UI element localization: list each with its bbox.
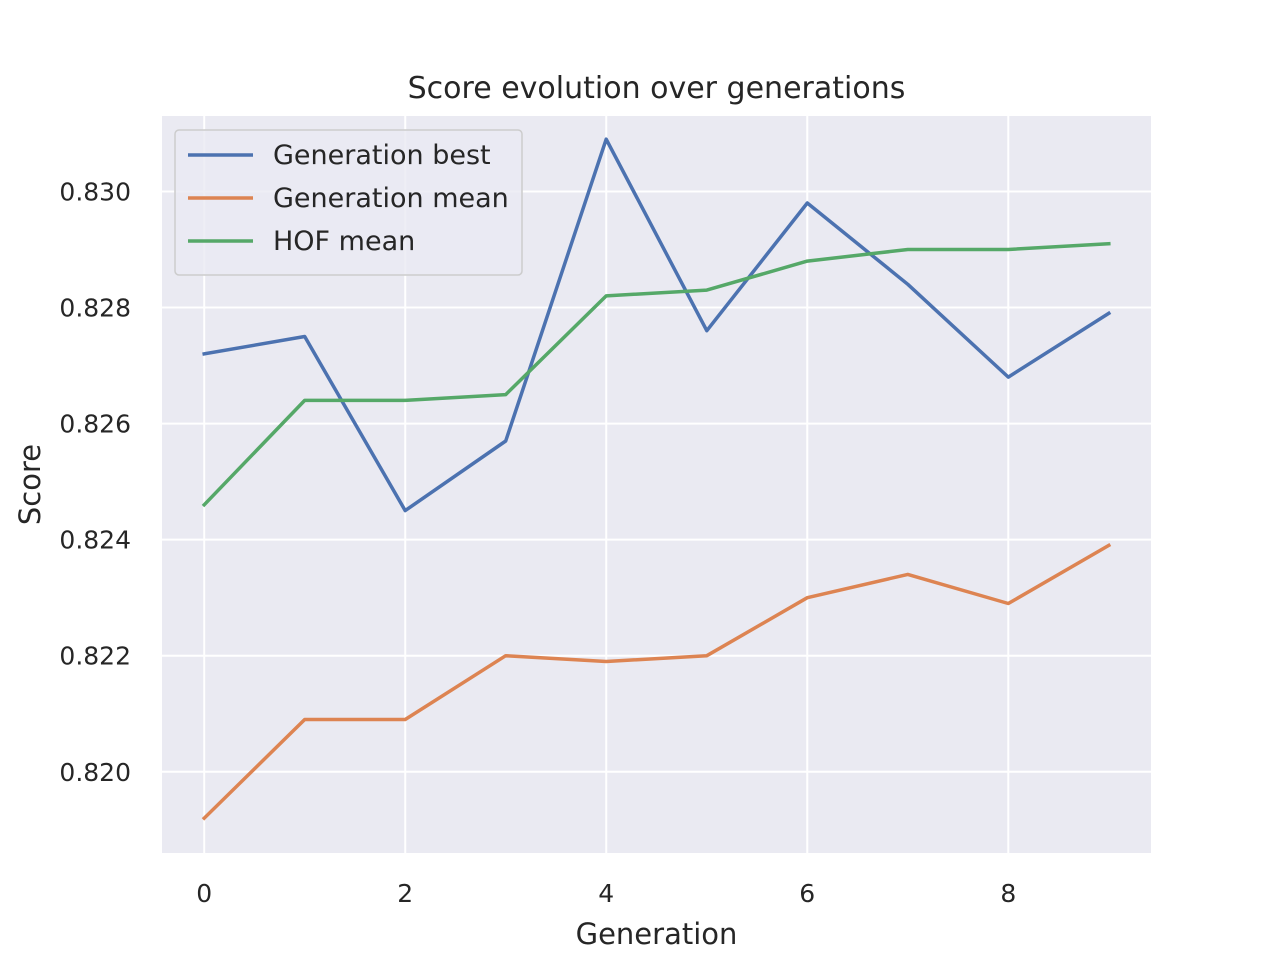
y-tick-label: 0.822 (59, 642, 131, 671)
y-tick-label: 0.826 (59, 410, 131, 439)
x-axis-label: Generation (576, 917, 738, 951)
legend-label: Generation mean (273, 183, 509, 214)
legend-box (174, 129, 523, 276)
legend-label: Generation best (273, 140, 491, 171)
x-tick-label: 6 (799, 879, 815, 908)
x-tick-label: 4 (598, 879, 614, 908)
legend: Generation best Generation mean HOF mean (174, 129, 523, 276)
chart-title: Score evolution over generations (408, 71, 906, 106)
series-line-generation-mean (201, 543, 1112, 821)
grid-lines (162, 116, 1151, 853)
y-tick-label: 0.830 (59, 177, 131, 206)
y-tick-label: 0.828 (59, 294, 131, 323)
series-lines (201, 137, 1112, 821)
x-tick-label: 0 (196, 879, 212, 908)
y-tick-label: 0.824 (59, 526, 131, 555)
series-line-hof-mean (201, 241, 1111, 508)
tick-labels: 0 2 4 6 8 0.820 0.822 0.824 0.826 0.828 0.830 (59, 177, 1016, 908)
y-tick-label: 0.820 (59, 758, 131, 787)
x-tick-label: 8 (1000, 879, 1016, 908)
y-axis-label: Score (13, 444, 47, 525)
x-tick-label: 2 (397, 879, 413, 908)
legend-label: HOF mean (273, 226, 415, 257)
series-line-generation-best (202, 137, 1112, 513)
